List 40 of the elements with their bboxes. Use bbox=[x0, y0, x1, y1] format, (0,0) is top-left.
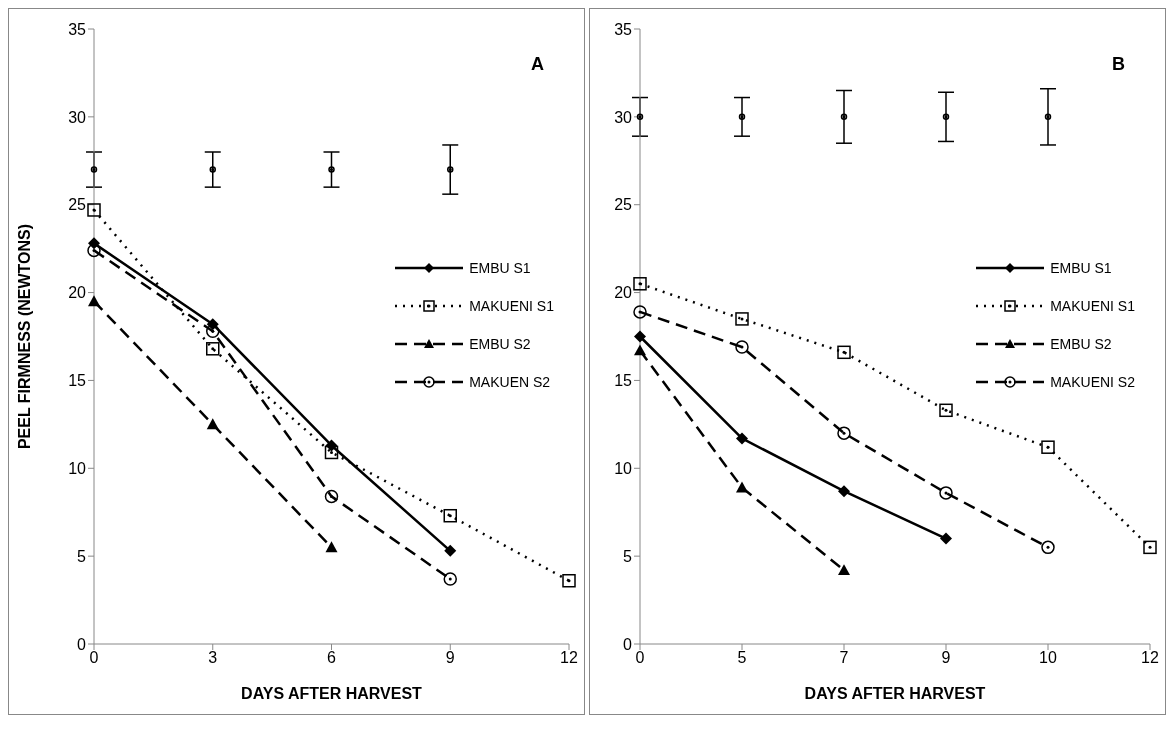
annotation: B bbox=[1112, 54, 1125, 75]
legend-label: MAKUENI S1 bbox=[469, 298, 554, 314]
legend-label: MAKUEN S2 bbox=[469, 374, 551, 390]
y-axis-title: PEEL FIRMNESS (NEWTONS) bbox=[15, 223, 33, 450]
y-tick-label: 15 bbox=[614, 372, 633, 390]
y-tick-label: 10 bbox=[68, 459, 87, 477]
x-tick-label: 3 bbox=[208, 649, 218, 667]
legend-label: EMBU S1 bbox=[1050, 260, 1112, 276]
y-tick-label: 30 bbox=[614, 108, 633, 126]
y-tick-label: 20 bbox=[68, 284, 87, 302]
y-tick-label: 5 bbox=[623, 547, 633, 565]
y-tick-label: 35 bbox=[614, 20, 633, 38]
y-tick-label: 10 bbox=[614, 459, 633, 477]
x-tick-label: 7 bbox=[839, 649, 849, 667]
y-tick-label: 15 bbox=[68, 372, 87, 390]
x-tick-label: 9 bbox=[445, 649, 455, 667]
y-tick-label: 5 bbox=[77, 547, 87, 565]
x-tick-label: 0 bbox=[89, 649, 99, 667]
y-tick-label: 20 bbox=[614, 284, 633, 302]
x-tick-label: 12 bbox=[1141, 649, 1159, 667]
y-tick-label: 25 bbox=[614, 196, 633, 214]
x-tick-label: 5 bbox=[737, 649, 747, 667]
y-tick-label: 25 bbox=[68, 196, 87, 214]
x-tick-label: 0 bbox=[635, 649, 645, 667]
legend-label: EMBU S2 bbox=[469, 336, 531, 352]
x-tick-label: 12 bbox=[560, 649, 578, 667]
x-tick-label: 10 bbox=[1039, 649, 1057, 667]
x-axis-title: DAYS AFTER HARVEST bbox=[804, 685, 986, 702]
legend-label: EMBU S1 bbox=[469, 260, 531, 276]
y-tick-label: 30 bbox=[68, 108, 87, 126]
annotation: A bbox=[531, 54, 544, 75]
y-tick-label: 35 bbox=[68, 20, 87, 38]
x-tick-label: 6 bbox=[327, 649, 337, 667]
x-tick-label: 9 bbox=[941, 649, 951, 667]
x-axis-title: DAYS AFTER HARVEST bbox=[241, 685, 423, 702]
y-tick-label: 0 bbox=[623, 635, 633, 653]
legend-label: EMBU S2 bbox=[1050, 336, 1112, 352]
legend-label: MAKUENI S1 bbox=[1050, 298, 1135, 314]
y-tick-label: 0 bbox=[77, 635, 87, 653]
legend-label: MAKUENI S2 bbox=[1050, 374, 1135, 390]
